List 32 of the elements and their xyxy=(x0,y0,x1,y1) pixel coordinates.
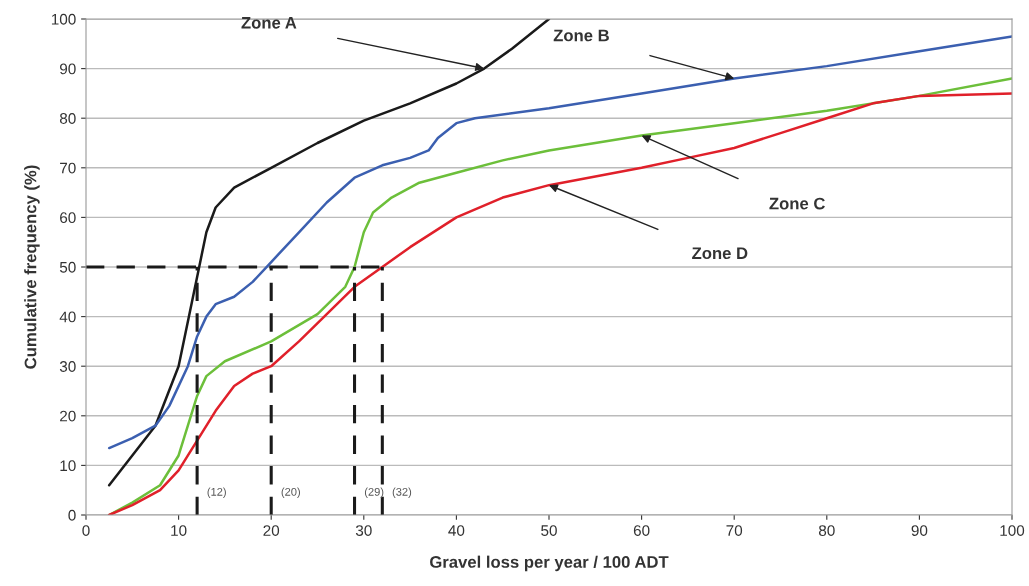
annotation: (29) xyxy=(364,487,384,498)
y-tick-label: 40 xyxy=(59,311,76,323)
y-tick-label: 60 xyxy=(60,212,76,224)
y-tick-label: 100 xyxy=(51,13,76,25)
annotation: (32) xyxy=(392,487,412,498)
y-tick-label: 10 xyxy=(60,460,76,472)
annotation: (12) xyxy=(207,487,226,498)
x-tick-label: 40 xyxy=(448,525,465,536)
x-tick-label: 70 xyxy=(726,525,743,536)
y-axis-title: Cumulative frequency (%) xyxy=(24,165,40,369)
x-tick-label: 10 xyxy=(171,525,187,536)
x-tick-label: 20 xyxy=(263,525,280,536)
annotation: Zone D xyxy=(692,247,748,260)
annotation: Zone A xyxy=(241,17,297,29)
x-axis-title: Gravel loss per year / 100 ADT xyxy=(430,555,669,572)
x-tick-label: 30 xyxy=(355,525,372,536)
y-tick-label: 0 xyxy=(68,509,76,521)
annotation: Zone C xyxy=(769,197,825,210)
x-tick-label: 80 xyxy=(818,525,835,536)
y-tick-label: 30 xyxy=(59,361,76,372)
y-tick-label: 90 xyxy=(60,63,76,75)
y-tick-label: 20 xyxy=(60,410,76,422)
y-tick-label: 80 xyxy=(59,113,76,124)
x-tick-label: 90 xyxy=(911,525,928,536)
x-tick-label: 0 xyxy=(82,525,90,536)
x-tick-label: 100 xyxy=(1000,525,1025,536)
y-tick-label: 50 xyxy=(59,261,76,273)
annotation: (20) xyxy=(281,487,300,498)
x-tick-label: 60 xyxy=(633,525,650,536)
y-tick-label: 70 xyxy=(60,162,76,174)
x-tick-label: 50 xyxy=(541,525,557,536)
annotation: Zone B xyxy=(553,29,609,42)
